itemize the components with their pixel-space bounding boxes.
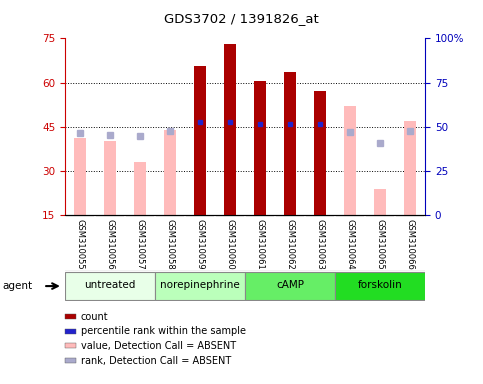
Text: GSM310060: GSM310060	[226, 220, 235, 270]
Text: GSM310064: GSM310064	[345, 220, 355, 270]
Text: agent: agent	[2, 281, 32, 291]
Text: GSM310066: GSM310066	[406, 220, 414, 270]
Text: GSM310065: GSM310065	[376, 220, 384, 270]
Bar	[134, 162, 146, 215]
Text: count: count	[81, 312, 108, 322]
Text: GSM310055: GSM310055	[76, 220, 85, 270]
FancyBboxPatch shape	[155, 272, 245, 300]
FancyBboxPatch shape	[335, 272, 425, 300]
Bar	[104, 141, 116, 215]
FancyBboxPatch shape	[65, 272, 155, 300]
Text: forskolin: forskolin	[358, 280, 402, 290]
Bar	[374, 189, 386, 215]
FancyBboxPatch shape	[245, 272, 335, 300]
Text: cAMP: cAMP	[276, 280, 304, 290]
Bar	[344, 106, 356, 215]
Text: norepinephrine: norepinephrine	[160, 280, 240, 290]
Bar	[194, 66, 206, 215]
Text: percentile rank within the sample: percentile rank within the sample	[81, 326, 246, 336]
Text: GSM310059: GSM310059	[196, 220, 205, 270]
Text: untreated: untreated	[85, 280, 136, 290]
Text: GSM310062: GSM310062	[285, 220, 295, 270]
Text: GSM310056: GSM310056	[106, 220, 114, 270]
Bar	[284, 72, 296, 215]
Text: GSM310063: GSM310063	[315, 220, 325, 270]
Bar	[404, 121, 416, 215]
Bar	[164, 130, 176, 215]
Text: value, Detection Call = ABSENT: value, Detection Call = ABSENT	[81, 341, 236, 351]
Bar	[224, 44, 236, 215]
Text: rank, Detection Call = ABSENT: rank, Detection Call = ABSENT	[81, 356, 231, 366]
Text: GSM310057: GSM310057	[136, 220, 145, 270]
Bar	[74, 139, 86, 215]
Text: GSM310058: GSM310058	[166, 220, 175, 270]
Bar	[254, 81, 266, 215]
Bar	[314, 91, 326, 215]
Text: GDS3702 / 1391826_at: GDS3702 / 1391826_at	[164, 12, 319, 25]
Text: GSM310061: GSM310061	[256, 220, 265, 270]
